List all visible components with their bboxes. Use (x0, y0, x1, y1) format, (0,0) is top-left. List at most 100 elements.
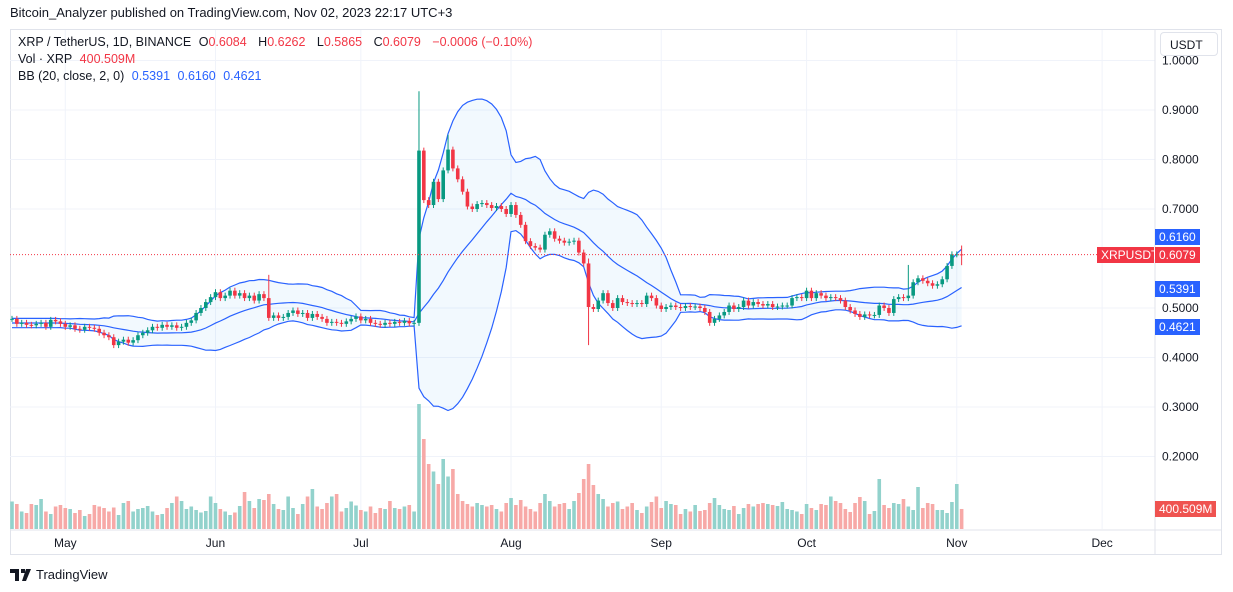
volume-label[interactable]: Vol · XRP (18, 52, 73, 66)
candle-body (460, 179, 465, 192)
volume-bar (145, 506, 150, 529)
x-tick-label: Sep (651, 536, 673, 550)
volume-bar (349, 501, 353, 529)
volume-bar (746, 504, 751, 529)
candle-body (727, 305, 731, 312)
candle-body (601, 293, 605, 301)
volume-bar (315, 506, 320, 529)
candle-body (388, 322, 392, 324)
volume-bar (935, 510, 940, 529)
volume-bar (925, 503, 930, 529)
candle-body (703, 308, 707, 312)
candle-body (843, 300, 848, 308)
candle-body (53, 319, 58, 322)
x-tick-label: May (54, 536, 77, 550)
volume-bar (44, 511, 48, 529)
candle-body (392, 321, 397, 324)
x-tick-label: Jul (353, 536, 368, 550)
candle-body (339, 322, 344, 324)
candle-body (809, 290, 814, 299)
volume-bar (165, 508, 169, 529)
volume-bar (499, 511, 504, 529)
candle-body (165, 324, 169, 327)
bb-upper-tag: 0.6160 (1155, 229, 1200, 245)
candle-body (480, 203, 484, 205)
close-value: 0.6079 (382, 35, 421, 49)
volume-bar (470, 506, 475, 529)
candle-body (751, 302, 756, 306)
volume-bar (732, 506, 736, 529)
volume-bar (300, 504, 305, 529)
volume-bar (824, 505, 828, 529)
volume-bar (829, 496, 833, 529)
candle-body (775, 306, 780, 308)
candle-body (426, 200, 431, 206)
candle-body (441, 170, 446, 200)
candle-body (170, 325, 174, 327)
candle-body (383, 322, 387, 325)
candle-body (233, 290, 237, 296)
candle-body (693, 306, 697, 308)
candle-body (945, 265, 949, 280)
volume-bar (242, 492, 247, 529)
volume-bar (586, 464, 591, 529)
chart-frame (10, 29, 1222, 555)
volume-bar (906, 506, 911, 529)
volume-bar (359, 510, 363, 529)
candle-body (150, 326, 155, 331)
volume-bar (228, 515, 232, 529)
candle-body (286, 312, 290, 317)
volume-bar (896, 504, 901, 529)
candle-body (300, 312, 305, 314)
candle-body (489, 205, 494, 209)
currency-button[interactable]: USDT (1160, 32, 1218, 56)
candle-body (368, 318, 373, 323)
volume-bar (73, 513, 77, 529)
volume-legend: Vol · XRP 400.509M (18, 52, 139, 66)
volume-bar (150, 511, 155, 529)
volume-bar (770, 505, 775, 529)
candle-body (145, 330, 150, 333)
symbol-title[interactable]: XRP / TetherUS, 1D, BINANCE (18, 35, 192, 49)
candle-body (29, 324, 34, 326)
volume-bar (703, 510, 707, 529)
volume-bar (882, 505, 886, 529)
volume-bar (601, 499, 605, 529)
volume-bar (533, 511, 538, 529)
volume-bar (368, 506, 373, 529)
volume-bar (29, 504, 34, 529)
candle-body (848, 307, 852, 311)
candle-body (858, 313, 862, 317)
y-tick-label: 0.9000 (1162, 103, 1199, 117)
bb-label[interactable]: BB (20, close, 2, 0) (18, 69, 125, 83)
candle-body (940, 279, 945, 285)
bb-lower-tag: 0.4621 (1155, 319, 1200, 335)
volume-bar (92, 505, 97, 529)
low-value: 0.5865 (323, 35, 363, 49)
candle-body (73, 325, 77, 329)
candle-body (838, 298, 843, 301)
volume-bar (392, 508, 397, 529)
volume-bar (10, 501, 14, 529)
volume-bar (78, 510, 82, 529)
symbol-legend: XRP / TetherUS, 1D, BINANCE O0.6084 H0.6… (18, 35, 536, 49)
volume-bar (237, 506, 242, 529)
volume-bar (911, 510, 915, 529)
candle-body (896, 297, 901, 300)
volume-bar (756, 504, 760, 529)
candle-body (829, 297, 833, 299)
volume-bar (736, 514, 741, 529)
volume-bar (431, 471, 436, 529)
candle-body (746, 300, 751, 306)
volume-bar (707, 503, 712, 529)
volume-bar (683, 509, 688, 529)
volume-bar (930, 504, 935, 529)
candle-body (504, 209, 508, 214)
volume-bar (785, 509, 789, 529)
volume-bar (620, 509, 625, 529)
tradingview-logo-icon (10, 568, 31, 581)
candle-body (465, 191, 470, 207)
tradingview-logo[interactable]: TradingView (10, 567, 108, 582)
candle-body (640, 303, 644, 305)
